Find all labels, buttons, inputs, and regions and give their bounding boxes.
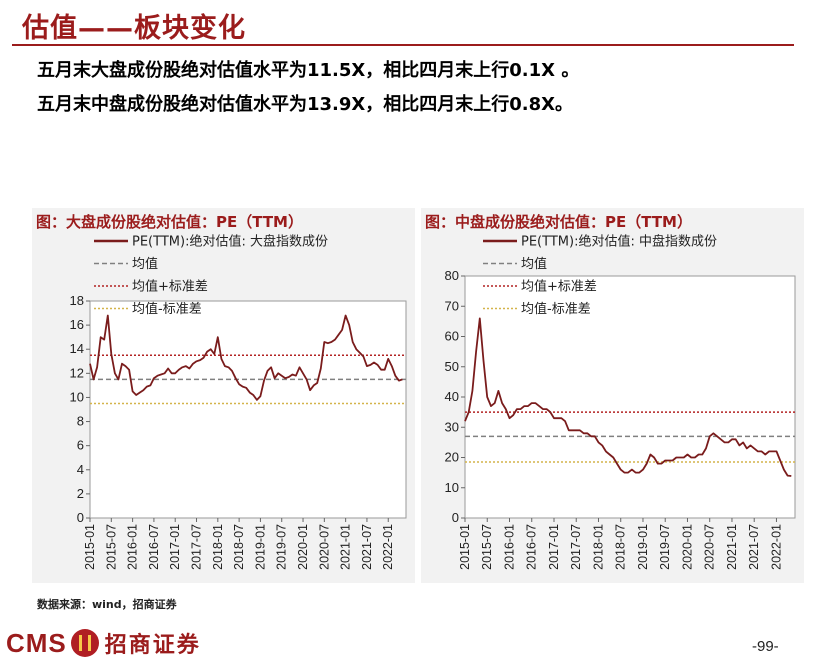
y-tick-label: 40	[445, 389, 459, 404]
x-tick-label: 2020-01	[680, 524, 694, 570]
x-tick-label: 2018-01	[591, 524, 605, 570]
plot-area	[89, 300, 407, 519]
y-tick-label: 14	[70, 341, 84, 356]
legend-label: 均值	[132, 256, 158, 272]
x-tick-label: 2021-07	[747, 524, 761, 570]
x-tick-label: 2021-07	[360, 524, 374, 570]
y-tick-label: 10	[70, 389, 84, 404]
y-tick-label: 10	[445, 480, 459, 495]
x-tick-label: 2020-07	[703, 524, 717, 570]
legend-label: 均值	[521, 256, 547, 272]
x-tick-label: 2016-07	[525, 524, 539, 570]
legend-label: 均值+标准差	[132, 279, 208, 295]
x-tick-label: 2017-07	[569, 524, 583, 570]
y-tick-label: 50	[445, 359, 459, 374]
chart-mid-cap: 0 10 20 30 40 50 60 70 80 2015-01 2015-07 2016-01 20…	[445, 234, 796, 570]
y-tick-label: 6	[77, 438, 84, 453]
x-tick-label: 2017-01	[547, 524, 561, 570]
x-tick-label: 2019-07	[275, 524, 289, 570]
x-tick-label: 2016-01	[126, 524, 140, 570]
x-tick-label: 2018-07	[614, 524, 628, 570]
x-tick-label: 2021-01	[339, 524, 353, 570]
y-tick-label: 0	[77, 510, 84, 525]
x-tick-label: 2022-01	[381, 524, 395, 570]
data-source: 数据来源：wind，招商证券	[37, 598, 177, 611]
y-tick-label: 8	[77, 414, 84, 429]
y-tick-label: 18	[70, 293, 84, 308]
x-tick-label: 2019-01	[253, 524, 267, 570]
legend-label: 均值-标准差	[132, 301, 202, 317]
x-tick-label: 2016-07	[147, 524, 161, 570]
logo-badge-icon	[70, 629, 99, 657]
logo-chinese: 招商证券	[104, 633, 201, 658]
y-tick-label: 70	[445, 298, 459, 313]
legend-label: 均值+标准差	[521, 279, 597, 295]
y-tick-label: 60	[445, 329, 459, 344]
legend-label: PE(TTM):绝对估值: 大盘指数成份	[132, 234, 328, 250]
x-tick-label: 2021-01	[725, 524, 739, 570]
page-title: 估值——板块变化	[22, 13, 246, 44]
pe-series-line	[89, 314, 403, 401]
chart-title-large-cap: 图：大盘成份股绝对估值：PE（TTM）	[36, 213, 303, 231]
x-tick-label: 2015-01	[458, 524, 472, 570]
x-tick-label: 2015-07	[104, 524, 118, 570]
y-tick-label: 80	[445, 268, 459, 283]
x-tick-label: 2018-01	[211, 524, 225, 570]
x-tick-label: 2017-07	[190, 524, 204, 570]
cms-logo: CMS 招商证券	[6, 625, 201, 661]
chart-large-cap: 0 2 4 6 8 10 12 14 16 18 2015-01 2015-07 2016-01 2016…	[70, 234, 407, 570]
y-tick-label: 20	[445, 450, 459, 465]
y-tick-label: 30	[445, 419, 459, 434]
x-tick-label: 2019-07	[658, 524, 672, 570]
x-tick-label: 2022-01	[769, 524, 783, 570]
pe-series-line	[464, 317, 792, 477]
x-tick-label: 2020-01	[296, 524, 310, 570]
summary-line-2: 五月末中盘成份股绝对估值水平为13.9X，相比四月末上行0.8X。	[37, 94, 574, 115]
plot-area	[464, 275, 796, 519]
y-tick-label: 4	[77, 462, 84, 477]
x-tick-label: 2015-01	[83, 524, 97, 570]
chart-panel-large-cap: 图：大盘成份股绝对估值：PE（TTM） 0 2 4 6 8 10 12 14 16 18 2015-…	[32, 208, 415, 583]
x-tick-label: 2016-01	[502, 524, 516, 570]
x-tick-label: 2015-07	[480, 524, 494, 570]
y-tick-label: 0	[452, 510, 459, 525]
legend-label: 均值-标准差	[521, 301, 591, 317]
x-tick-label: 2020-07	[317, 524, 331, 570]
y-tick-label: 12	[70, 365, 84, 380]
title-rule	[12, 44, 794, 46]
summary-line-1: 五月末大盘成份股绝对估值水平为11.5X，相比四月末上行0.1X 。	[37, 60, 580, 81]
logo-latin: CMS	[6, 627, 67, 658]
chart-title-mid-cap: 图：中盘成份股绝对估值：PE（TTM）	[425, 213, 692, 231]
x-tick-label: 2017-01	[168, 524, 182, 570]
x-tick-label: 2018-07	[232, 524, 246, 570]
chart-panel-mid-cap: 图：中盘成份股绝对估值：PE（TTM） 0 10 20 30 40 50 60 70 80 201…	[421, 208, 804, 583]
y-tick-label: 2	[77, 486, 84, 501]
x-tick-label: 2019-01	[636, 524, 650, 570]
legend-label: PE(TTM):绝对估值: 中盘指数成份	[521, 234, 717, 250]
page-number: -99-	[752, 638, 779, 655]
y-tick-label: 16	[70, 317, 84, 332]
